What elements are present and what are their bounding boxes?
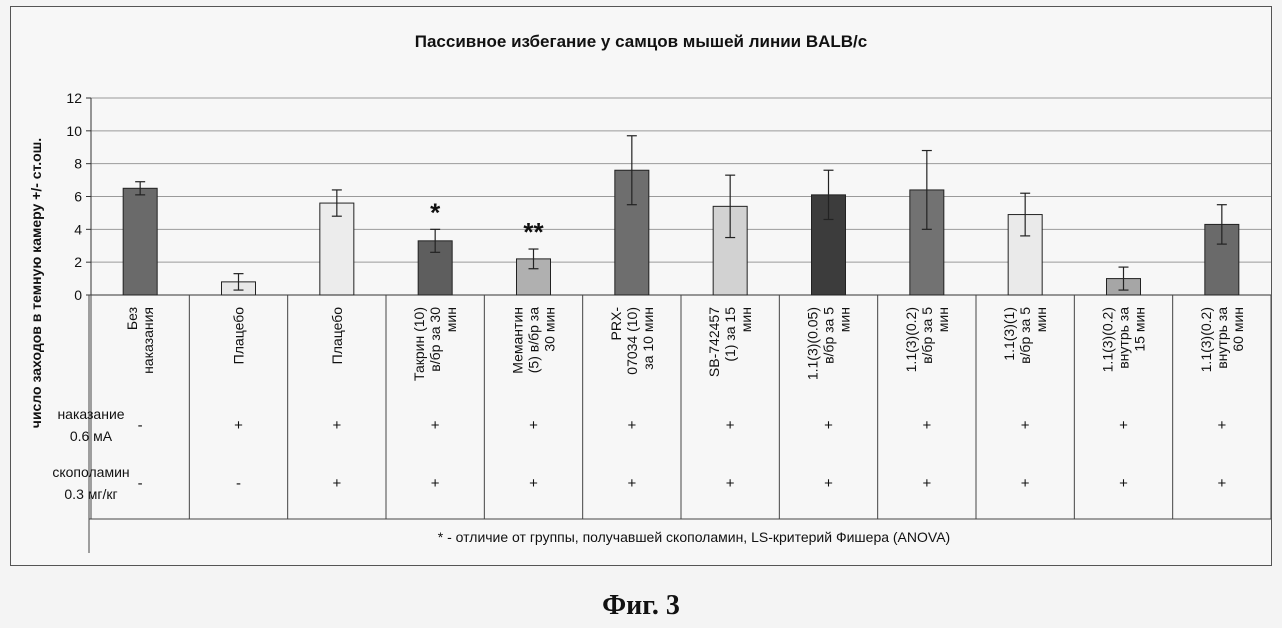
chart-title: Пассивное избегание у самцов мышей линии… (415, 32, 867, 51)
category-label-line: (5) в/бр за (526, 307, 542, 373)
table-cell-value: + (627, 475, 636, 492)
data-table: БезнаказанияПлацебоПлацебоТакрин (10)в/б… (52, 295, 1271, 553)
y-tick-label: 10 (66, 123, 82, 139)
category-label-line: внутрь за (1116, 307, 1132, 369)
category-label-line: Плацебо (329, 307, 345, 365)
table-row-label: 0.6 мА (70, 428, 113, 444)
table-cell-value: + (922, 417, 931, 434)
table-cell-value: + (627, 417, 636, 434)
category-label: Такрин (10)в/бр за 30мин (411, 307, 459, 381)
table-row-label: наказание (57, 406, 124, 422)
category-label-line: мин (1033, 307, 1049, 332)
y-tick-label: 8 (74, 156, 82, 172)
category-label-line: мин (443, 307, 459, 332)
y-tick-label: 12 (66, 90, 82, 106)
category-label: Плацебо (329, 307, 345, 365)
category-label-line: внутрь за (1214, 307, 1230, 369)
category-label-line: 07034 (10) (624, 307, 640, 375)
table-cell-value: - (236, 475, 241, 492)
category-label-line: Плацебо (231, 307, 247, 365)
table-row-label: скополамин (52, 464, 129, 480)
y-tick-label: 4 (74, 221, 82, 237)
table-cell-value: + (529, 417, 538, 434)
y-tick-label: 2 (74, 254, 82, 270)
category-label-line: 30 мин (542, 307, 558, 352)
category-label-line: (1) за 15 (722, 307, 738, 362)
bar (123, 188, 157, 295)
table-cell-value: + (1119, 475, 1128, 492)
category-label-line: в/бр за 30 (427, 307, 443, 372)
category-label-line: 15 мин (1132, 307, 1148, 352)
gridlines (86, 98, 1271, 295)
category-label-line: 1.1(3)(0.2) (1100, 307, 1116, 372)
category-label-line: наказания (140, 307, 156, 374)
table-cell-value: + (726, 475, 735, 492)
category-label-line: за 10 мин (640, 307, 656, 370)
y-tick-label: 6 (74, 189, 82, 205)
table-cell-value: + (922, 475, 931, 492)
category-label-line: в/бр за 5 (821, 307, 837, 364)
category-label: 1.1(3)(1)в/бр за 5мин (1001, 307, 1049, 364)
table-cell-value: + (1119, 417, 1128, 434)
category-label-line: PRX- (608, 307, 624, 341)
category-label: 1.1(3)(0.2)внутрь за60 мин (1198, 307, 1246, 373)
table-cell-value: + (1021, 417, 1030, 434)
category-label: Безнаказания (124, 307, 156, 374)
category-label-line: Без (124, 307, 140, 330)
category-label: 1.1(3)(0.05)в/бр за 5мин (805, 307, 853, 380)
y-axis-label: число заходов в темную камеру +/- ст.ош. (28, 138, 44, 428)
category-label-line: 1.1(3)(1) (1001, 307, 1017, 361)
table-cell-value: + (824, 475, 833, 492)
category-label-line: 1.1(3)(0.2) (903, 307, 919, 372)
category-label: Мемантин(5) в/бр за30 мин (510, 307, 558, 374)
figure-caption: Фиг. 3 (0, 590, 1282, 622)
category-label-line: мин (935, 307, 951, 332)
category-label: 1.1(3)(0.2)внутрь за15 мин (1100, 307, 1148, 373)
category-label-line: мин (837, 307, 853, 332)
chart-frame: Пассивное избегание у самцов мышей линии… (10, 6, 1272, 566)
table-cell-value: + (1021, 475, 1030, 492)
table-cell-value: - (138, 475, 143, 492)
category-label-line: 60 мин (1230, 307, 1246, 352)
category-label-line: Мемантин (510, 307, 526, 374)
category-label: PRX-07034 (10)за 10 мин (608, 307, 656, 375)
category-label-line: Такрин (10) (411, 307, 427, 381)
table-row-label: 0.3 мг/кг (64, 486, 117, 502)
bars: *** (123, 136, 1239, 295)
category-label-line: мин (738, 307, 754, 332)
table-cell-value: + (824, 417, 833, 434)
table-cell-value: + (1217, 417, 1226, 434)
table-cell-value: + (1217, 475, 1226, 492)
category-label-line: 1.1(3)(0.2) (1198, 307, 1214, 372)
significance-mark: ** (523, 217, 544, 247)
y-tick-label: 0 (74, 287, 82, 303)
table-cell-value: + (234, 417, 243, 434)
category-label-line: 1.1(3)(0.05) (805, 307, 821, 380)
category-label-line: SB-742457 (706, 307, 722, 377)
bar (320, 203, 354, 295)
table-cell-value: + (431, 417, 440, 434)
category-label: SB-742457(1) за 15мин (706, 307, 754, 377)
y-tick-labels: 0 2 4 6 8 10 12 (66, 90, 82, 303)
footnote: * - отличие от группы, получавшей скопол… (438, 529, 950, 545)
table-cell-value: + (332, 475, 341, 492)
table-cell-value: + (332, 417, 341, 434)
table-cell-value: - (138, 417, 143, 434)
bar-chart: Пассивное избегание у самцов мышей линии… (11, 7, 1271, 565)
table-cell-value: + (726, 417, 735, 434)
category-label-line: в/бр за 5 (919, 307, 935, 364)
category-label: Плацебо (231, 307, 247, 365)
category-label-line: в/бр за 5 (1017, 307, 1033, 364)
table-cell-value: + (529, 475, 538, 492)
significance-mark: * (430, 197, 441, 227)
category-label: 1.1(3)(0.2)в/бр за 5мин (903, 307, 951, 373)
table-cell-value: + (431, 475, 440, 492)
